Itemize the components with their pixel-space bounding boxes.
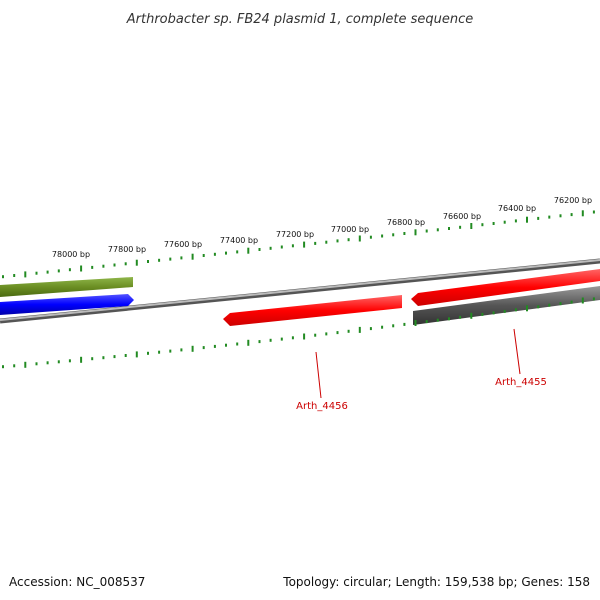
tick-label: 78000 bp — [52, 250, 90, 259]
tick-label: 77800 bp — [108, 245, 146, 254]
tick-label: 77600 bp — [164, 240, 202, 249]
upper-tick-labels: 78000 bp 77800 bp 77600 bp 77400 bp 7720… — [52, 196, 592, 259]
upper-tick-scale — [2, 210, 595, 279]
tick-label: 77000 bp — [331, 225, 369, 234]
accession-text: Accession: NC_008537 — [9, 575, 145, 589]
forward-feature-olive[interactable] — [0, 277, 133, 297]
reverse-feature-blue[interactable] — [0, 294, 134, 315]
gene-label-arth_4455[interactable]: Arth_4455 — [495, 377, 547, 388]
tick-label: 76600 bp — [443, 212, 481, 221]
map-title: Arthrobacter sp. FB24 plasmid 1, complet… — [126, 12, 473, 27]
callout-line-arth_4455 — [513, 328, 521, 375]
topology-summary: Topology: circular; Length: 159,538 bp; … — [282, 575, 590, 589]
callout-line-arth_4456 — [315, 351, 322, 399]
lower-tick-scale — [2, 297, 595, 369]
tick-label: 77200 bp — [276, 230, 314, 239]
forward-feature-red-arth_4455[interactable] — [411, 269, 600, 306]
reverse-feature-gray[interactable] — [413, 286, 600, 325]
tick-label: 76400 bp — [498, 204, 536, 213]
gene-label-arth_4456[interactable]: Arth_4456 — [296, 401, 348, 412]
tick-label: 76200 bp — [554, 196, 592, 205]
genome-backbone — [0, 258, 600, 324]
tick-label: 77400 bp — [220, 236, 258, 245]
tick-label: 76800 bp — [387, 218, 425, 227]
genome-backbone-highlight — [0, 259, 600, 321]
reverse-feature-red-arth_4456[interactable] — [223, 295, 402, 326]
